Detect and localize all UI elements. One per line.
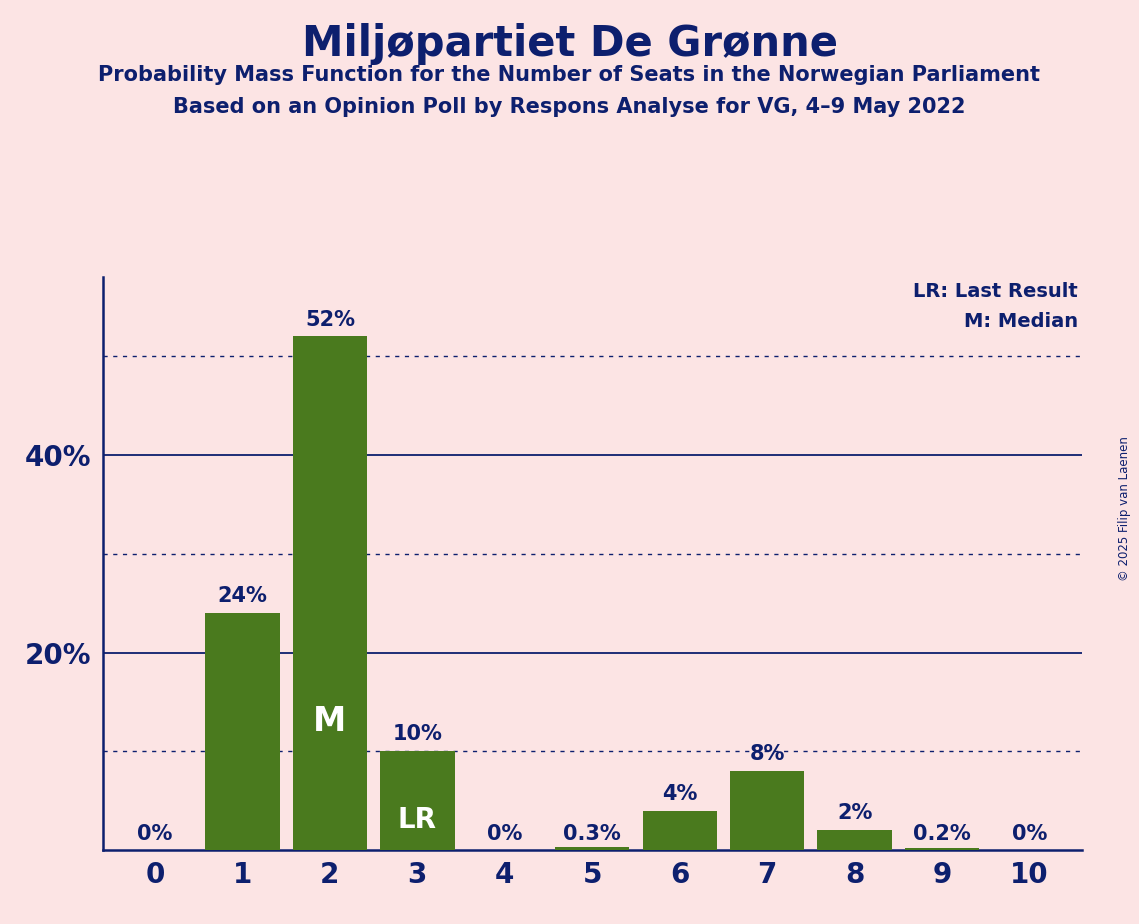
Text: 8%: 8% bbox=[749, 744, 785, 764]
Bar bbox=[818, 831, 892, 850]
Bar bbox=[293, 336, 367, 850]
Text: © 2025 Filip van Laenen: © 2025 Filip van Laenen bbox=[1118, 436, 1131, 580]
Bar bbox=[730, 771, 804, 850]
Text: Miljøpartiet De Grønne: Miljøpartiet De Grønne bbox=[302, 23, 837, 65]
Bar bbox=[555, 847, 630, 850]
Text: M: M bbox=[313, 705, 346, 738]
Text: 10%: 10% bbox=[393, 724, 442, 745]
Text: LR: LR bbox=[398, 807, 437, 834]
Text: 0%: 0% bbox=[487, 824, 523, 845]
Text: Based on an Opinion Poll by Respons Analyse for VG, 4–9 May 2022: Based on an Opinion Poll by Respons Anal… bbox=[173, 97, 966, 117]
Text: 52%: 52% bbox=[305, 310, 355, 330]
Text: LR: Last Result: LR: Last Result bbox=[913, 282, 1077, 301]
Text: 0%: 0% bbox=[138, 824, 173, 845]
Bar bbox=[906, 848, 980, 850]
Text: 0.3%: 0.3% bbox=[564, 824, 621, 845]
Bar bbox=[642, 810, 716, 850]
Bar bbox=[205, 613, 279, 850]
Text: 24%: 24% bbox=[218, 586, 268, 606]
Text: 0%: 0% bbox=[1011, 824, 1047, 845]
Text: 0.2%: 0.2% bbox=[913, 824, 970, 845]
Bar bbox=[380, 751, 454, 850]
Text: M: Median: M: Median bbox=[964, 311, 1077, 331]
Text: 2%: 2% bbox=[837, 803, 872, 823]
Text: Probability Mass Function for the Number of Seats in the Norwegian Parliament: Probability Mass Function for the Number… bbox=[98, 65, 1041, 85]
Text: 4%: 4% bbox=[662, 784, 697, 804]
